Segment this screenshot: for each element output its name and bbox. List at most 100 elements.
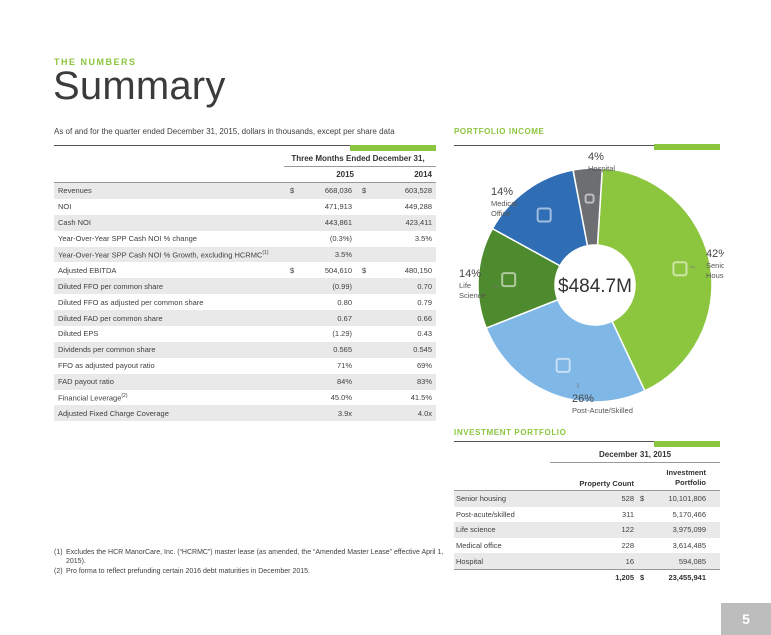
row-label: Dividends per common share: [54, 345, 290, 354]
row-label: Financial Leverage(2): [54, 393, 290, 403]
row-label: FAD payout ratio: [54, 377, 290, 386]
slice-percent-label: 14%: [491, 186, 513, 198]
footnote-ref: (1): [262, 249, 269, 256]
center-total-label: $484.7M: [558, 276, 632, 297]
value-2015: 84%: [336, 377, 352, 387]
row-label-text: Diluted FAD per common share: [58, 313, 163, 323]
header-line: Portfolio: [675, 478, 706, 487]
slice-name-label: Science: [459, 291, 486, 300]
property-count: 122: [621, 525, 634, 535]
value-2015: (1.29): [332, 329, 352, 339]
row-label: Life science: [456, 525, 496, 535]
footnote-2: (2) Pro forma to reflect prefunding cert…: [54, 567, 444, 576]
hospital-icon: [584, 193, 595, 204]
table-row: FFO as adjusted payout ratio 71% 69%: [54, 358, 436, 374]
pie-slice-medical: [491, 169, 589, 267]
footnote-text: Excludes the HCR ManorCare, Inc. (“HCRMC…: [66, 549, 444, 565]
footnote-ref: (2): [121, 392, 128, 399]
table-row: Diluted EPS (1.29) 0.43: [54, 326, 436, 342]
table-row: Medical office 228 3,614,485: [454, 538, 720, 554]
pie-top-rule: [454, 145, 720, 146]
row-label: Diluted FFO as adjusted per common share: [54, 298, 290, 307]
row-label: Year-Over-Year SPP Cash NOI % change: [54, 234, 290, 243]
value-2014: 0.79: [417, 297, 432, 307]
row-label-text: Cash NOI: [58, 218, 91, 228]
property-count: 311: [622, 509, 634, 519]
value-2014: 0.70: [417, 281, 432, 291]
row-label-text: Revenues: [58, 186, 92, 196]
currency-symbol: $: [362, 265, 367, 275]
table-row: Year-Over-Year SPP Cash NOI % change (0.3…: [54, 231, 436, 247]
value-2015: 0.67: [337, 313, 352, 323]
total-count: 1,205: [615, 572, 634, 582]
accent-bar: [654, 441, 720, 447]
property-count: 528: [621, 494, 634, 504]
row-label: Hospital: [456, 556, 484, 566]
pie-slice-life: [477, 227, 561, 330]
stethoscope-icon: [536, 207, 552, 223]
property-count: 228: [621, 541, 634, 551]
period-header: Three Months Ended December 31,: [284, 151, 436, 167]
value-2014: 480,150: [404, 265, 432, 275]
investment-portfolio-header: Investment Portfolio: [640, 468, 720, 488]
footnotes: (1) Excludes the HCR ManorCare, Inc. (“H…: [54, 548, 444, 577]
row-label: Diluted FAD per common share: [54, 314, 290, 323]
table-row: Revenues $668,036 $603,528: [54, 183, 436, 199]
value-2015: 504,610: [324, 265, 352, 275]
value-2015: (0.3%): [329, 234, 352, 244]
row-label: Medical office: [456, 541, 502, 551]
value-2014: 83%: [416, 377, 432, 387]
row-label-text: Adjusted Fixed Charge Coverage: [58, 408, 169, 418]
pie-chart: $484.7M 42%SeniorHousing 26%Post-Acute/Ski…: [459, 151, 734, 415]
row-label-text: FAD payout ratio: [58, 377, 114, 387]
slice-percent-label: 14%: [459, 268, 481, 280]
pie-slice-post-acute-skilled: [485, 298, 646, 403]
investment-value: 5,170,466: [672, 509, 706, 519]
row-label: Post-acute/skilled: [456, 509, 515, 519]
value-2014: 41.5%: [410, 393, 432, 403]
summary-table: Three Months Ended December 31, 2015 201…: [54, 145, 436, 422]
column-header-row: Property Count Investment Portfolio: [454, 463, 720, 491]
value-2014: 3.5%: [414, 234, 432, 244]
row-label-text: Adjusted EBITDA: [58, 265, 117, 275]
investment-value: 594,085: [678, 556, 706, 566]
row-label-text: Diluted FFO per common share: [58, 281, 164, 291]
value-2015: 471,913: [324, 202, 352, 212]
value-2014: 69%: [416, 361, 432, 371]
investment-rows: Senior housing 528 $10,101,806 Post-acute/s…: [454, 491, 720, 569]
value-2015: (0.99): [332, 281, 352, 291]
table-top-rule: [454, 441, 720, 447]
value-2015: 3.9x: [337, 408, 352, 418]
investment-value: 10,101,806: [668, 494, 706, 504]
table-row: Adjusted EBITDA $504,610 $480,150: [54, 262, 436, 278]
pie-slice-hospital: [572, 167, 604, 247]
currency-symbol: $: [290, 265, 295, 275]
row-label: Adjusted EBITDA: [54, 266, 290, 275]
row-label-text: FFO as adjusted payout ratio: [58, 361, 155, 371]
flask-icon: [501, 272, 517, 288]
value-2014: 603,528: [404, 186, 432, 196]
table-top-rule: [54, 145, 436, 151]
total-value: 23,455,941: [668, 572, 706, 582]
table-row: Cash NOI 443,861 423,411: [54, 214, 436, 231]
value-2015: 3.5%: [334, 250, 352, 259]
subtitle: As of and for the quarter ended December…: [54, 127, 395, 136]
slice-percent-label: 4%: [588, 151, 604, 163]
row-label: NOI: [54, 202, 290, 211]
value-2014: 4.0x: [417, 408, 432, 418]
kicker: THE NUMBERS: [54, 57, 137, 67]
slice-name-label: Senior: [706, 261, 724, 270]
accent-bar: [350, 145, 436, 151]
house-icon: [672, 261, 688, 277]
currency-symbol: $: [640, 494, 645, 504]
slice-percent-label: 42%: [706, 248, 724, 260]
value-2014: 0.545: [413, 345, 432, 355]
table-row: FAD payout ratio 84% 83%: [54, 373, 436, 390]
table-row: Diluted FFO per common share (0.99) 0.70: [54, 278, 436, 295]
year-header-row: 2015 2014: [54, 167, 436, 183]
value-2014: 0.66: [417, 313, 432, 323]
pie-slice-senior: [596, 167, 713, 392]
row-label-text: Diluted EPS: [58, 329, 99, 339]
row-label: Senior housing: [456, 494, 507, 504]
nurse-icon: [555, 357, 571, 373]
